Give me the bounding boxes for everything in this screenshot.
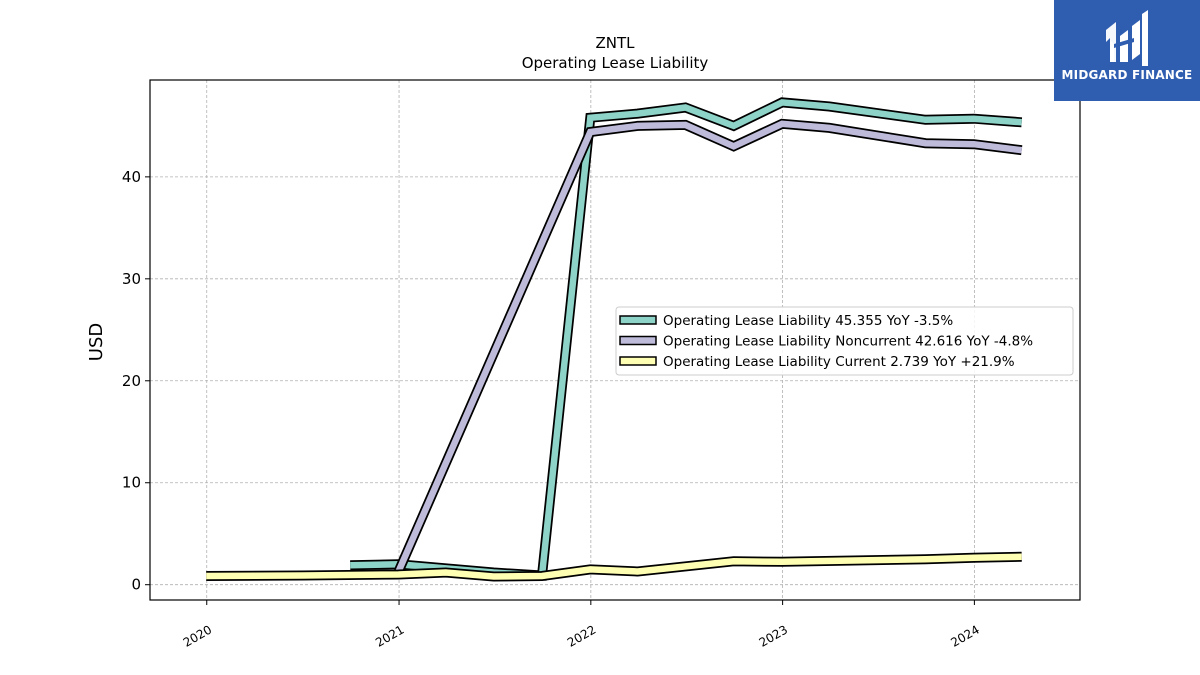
legend-swatch — [619, 335, 657, 346]
y-tick-label: 0 — [131, 576, 141, 594]
legend: Operating Lease Liability 45.355 YoY -3.… — [615, 306, 1074, 376]
x-tick-label: 2020 — [181, 622, 214, 649]
x-tick-label: 2022 — [565, 622, 598, 649]
plot-frame — [149, 79, 1081, 601]
legend-box — [615, 306, 1074, 376]
chart-title: ZNTL — [595, 34, 635, 52]
legend-swatch — [619, 315, 657, 325]
brand-mark-icon — [1106, 10, 1148, 66]
y-tick-label: 30 — [122, 270, 141, 288]
x-tick-label: 2023 — [757, 622, 790, 649]
series-line — [206, 553, 1022, 580]
y-tick-label: 40 — [122, 168, 141, 186]
legend-label: Operating Lease Liability Current 2.739 … — [663, 354, 1015, 370]
brand-name: MIDGARD FINANCE — [1061, 68, 1193, 82]
brand-logo: MIDGARD FINANCE — [1054, 0, 1200, 101]
y-axis-label: USD — [86, 323, 107, 361]
series-line — [395, 120, 1023, 573]
y-tick-label: 20 — [122, 372, 141, 390]
x-tick-label: 2024 — [948, 622, 981, 649]
legend-label: Operating Lease Liability Noncurrent 42.… — [663, 334, 1033, 350]
series-layer — [206, 97, 1023, 582]
legend-label: Operating Lease Liability 45.355 YoY -3.… — [663, 313, 953, 329]
chart-subtitle: Operating Lease Liability — [522, 54, 709, 72]
legend-swatch — [619, 356, 657, 366]
grid — [150, 80, 1080, 600]
x-tick-label: 2021 — [373, 622, 406, 649]
y-tick-label: 10 — [122, 474, 141, 492]
